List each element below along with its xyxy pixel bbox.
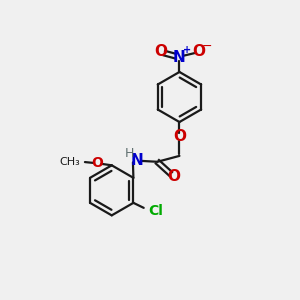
Text: O: O <box>92 156 103 170</box>
Text: O: O <box>192 44 205 59</box>
Text: O: O <box>167 169 180 184</box>
Text: Cl: Cl <box>148 204 163 218</box>
Text: N: N <box>130 153 143 168</box>
Text: N: N <box>173 50 186 65</box>
Text: H: H <box>125 147 134 160</box>
Text: CH₃: CH₃ <box>59 157 80 167</box>
Text: −: − <box>202 40 213 53</box>
Text: O: O <box>173 129 186 144</box>
Text: O: O <box>154 44 167 59</box>
Text: +: + <box>183 45 191 55</box>
